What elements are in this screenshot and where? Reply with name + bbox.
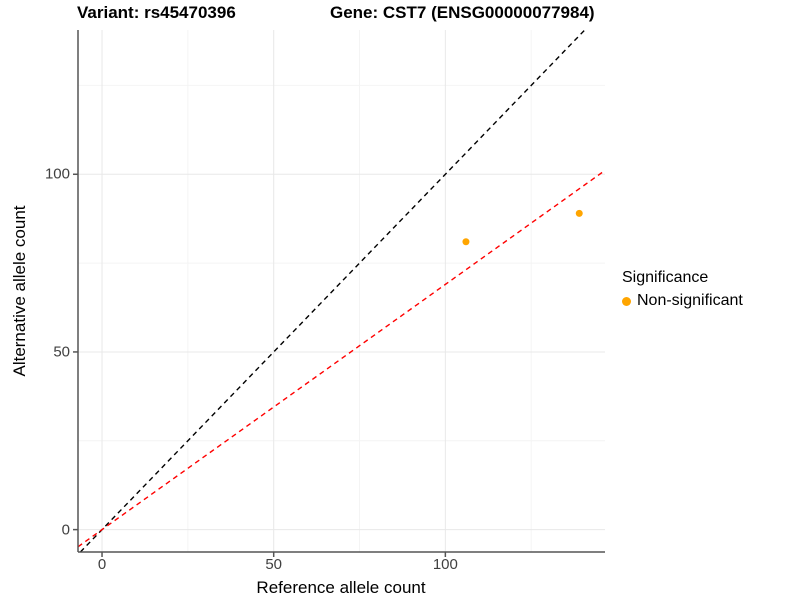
variant-title: Variant: rs45470396 (77, 3, 236, 22)
ratio-fit-dashed-line (77, 169, 606, 548)
y-tick-label: 50 (53, 343, 70, 361)
legend: Significance Non-significant (622, 268, 743, 311)
plot-panel-svg (73, 29, 606, 557)
plot-panel (73, 29, 606, 557)
y-tick-label: 0 (61, 521, 70, 539)
identity-dashed-line (79, 29, 586, 553)
legend-item: Non-significant (622, 291, 743, 311)
x-tick-label: 50 (265, 556, 283, 573)
gene-title: Gene: CST7 (ENSG00000077984) (330, 3, 595, 22)
y-axis-title: Alternative allele count (10, 205, 29, 377)
x-tick-label: 0 (97, 556, 107, 573)
y-tick-label: 100 (44, 165, 70, 183)
x-axis-title: Reference allele count (256, 578, 426, 597)
data-point (575, 209, 583, 217)
data-point (462, 238, 470, 246)
legend-item-label: Non-significant (637, 292, 743, 309)
legend-title: Significance (622, 269, 709, 286)
x-tick-label: 100 (432, 556, 458, 573)
legend-point-icon (622, 296, 631, 306)
